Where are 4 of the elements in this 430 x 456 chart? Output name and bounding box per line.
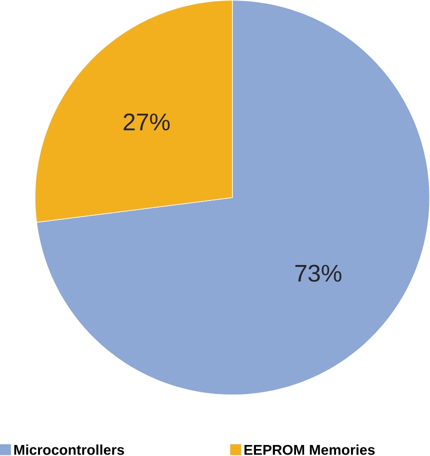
legend-label: Microcontrollers <box>14 444 124 455</box>
data-label: 27% <box>124 113 170 130</box>
legend-label: EEPROM Memories <box>244 444 375 455</box>
data-label: 73% <box>295 264 342 282</box>
